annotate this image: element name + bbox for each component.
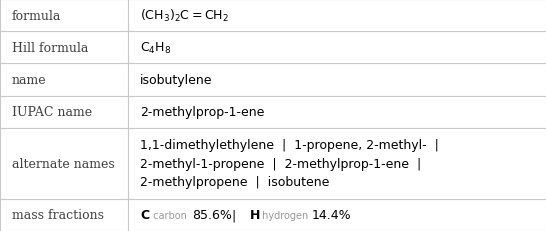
Text: isobutylene: isobutylene	[140, 74, 213, 87]
Text: |: |	[224, 209, 245, 222]
Text: name: name	[12, 74, 46, 87]
Text: IUPAC name: IUPAC name	[12, 106, 92, 119]
Text: H: H	[250, 209, 260, 222]
Text: $(\mathregular{CH_3})_2\mathregular{C=CH_2}$: $(\mathregular{CH_3})_2\mathregular{C=CH…	[140, 8, 229, 24]
Text: 2-methyl-1-propene  |  2-methylprop-1-ene  |: 2-methyl-1-propene | 2-methylprop-1-ene …	[140, 157, 422, 170]
Text: 85.6%: 85.6%	[192, 209, 232, 222]
Text: 1,1-dimethylethylene  |  1-propene, 2-methyl-  |: 1,1-dimethylethylene | 1-propene, 2-meth…	[140, 139, 439, 152]
Text: C: C	[140, 209, 150, 222]
Text: carbon: carbon	[150, 210, 191, 220]
Text: $\mathregular{C_4H_8}$: $\mathregular{C_4H_8}$	[140, 41, 171, 56]
Text: hydrogen: hydrogen	[259, 210, 312, 220]
Text: formula: formula	[12, 9, 61, 22]
Text: 2-methylprop-1-ene: 2-methylprop-1-ene	[140, 106, 265, 119]
Text: 14.4%: 14.4%	[311, 209, 351, 222]
Text: Hill formula: Hill formula	[12, 42, 88, 55]
Text: mass fractions: mass fractions	[12, 209, 104, 222]
Text: 2-methylpropene  |  isobutene: 2-methylpropene | isobutene	[140, 176, 330, 189]
Text: alternate names: alternate names	[12, 157, 115, 170]
